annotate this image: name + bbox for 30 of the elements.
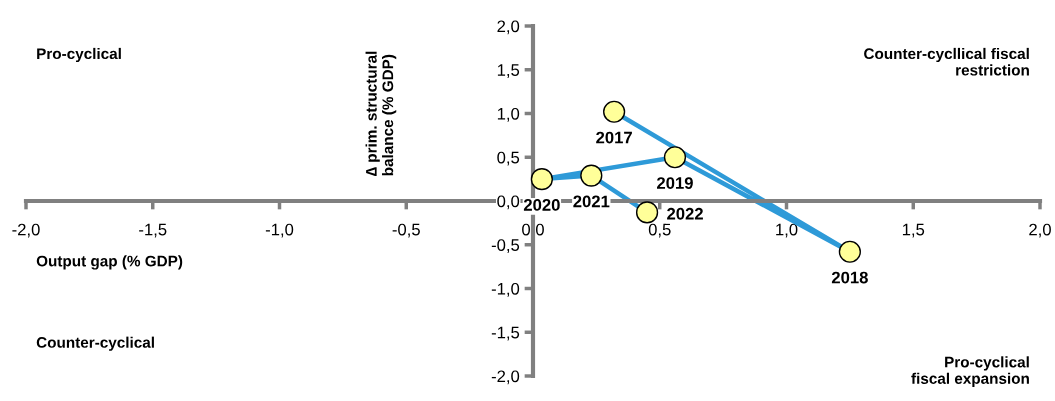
y-tick-label: 0,0 [497, 195, 520, 210]
y-tick-label: -2,0 [491, 370, 520, 385]
annotation: 2019 [657, 177, 693, 189]
x-tick-label: 1,0 [776, 223, 798, 238]
x-tick-label: -2,0 [12, 223, 40, 238]
x-tick-label: 0,5 [648, 223, 671, 238]
y-tick-label: 0,5 [497, 151, 520, 166]
annotation: 2020 [523, 199, 560, 211]
y-tick-label: -1,5 [491, 326, 520, 341]
annotation: 2018 [831, 271, 868, 284]
annotation: Pro-cyclical fiscal expansion [911, 356, 1029, 387]
annotation: Pro-cyclical [37, 47, 121, 63]
x-axis-title: Output gap (% GDP) [36, 255, 183, 270]
y-tick-label: -1,0 [491, 282, 520, 297]
y-tick-label: 1,0 [497, 107, 520, 122]
x-tick-label: 0,0 [522, 223, 544, 238]
annotation: 2022 [667, 207, 703, 220]
y-axis-title: ∆ prim. structural balance (% GDP) [365, 51, 397, 177]
annotation: Counter-cycllical fiscal restriction [864, 47, 1029, 76]
annotation: 2017 [596, 131, 632, 144]
x-tick-label: -0,5 [392, 223, 420, 238]
x-tick-label: -1,0 [265, 223, 294, 238]
y-tick-label: 2,0 [497, 20, 520, 35]
x-tick-label: 1,5 [902, 223, 925, 238]
annotation: 2021 [573, 195, 610, 208]
annotation: Counter-cyclical [36, 336, 154, 351]
x-tick-label: -1,5 [139, 223, 167, 238]
y-tick-label: 1,5 [497, 64, 520, 78]
x-tick-label: 2,0 [1029, 223, 1051, 238]
y-tick-label: -0,5 [491, 239, 520, 253]
